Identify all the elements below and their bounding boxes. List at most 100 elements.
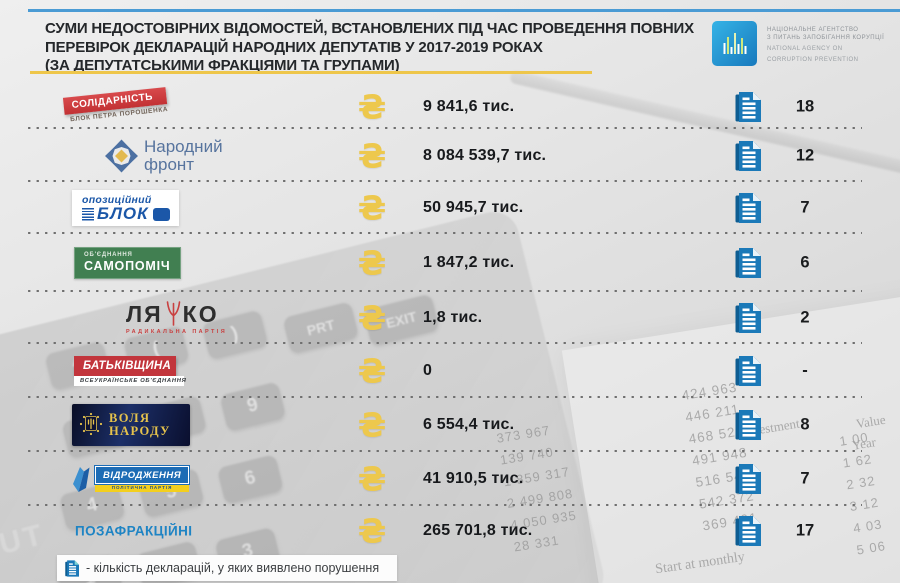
header-accent-line [28,9,900,12]
row-separator [28,504,862,506]
amount-value: 265 701,8 тис. [423,522,533,539]
declaration-document-icon [735,516,761,546]
title-line-3: (ЗА ДЕПУТАТСЬКИМИ ФРАКЦІЯМИ ТА ГРУПАМИ) [45,57,400,74]
declarations-count: 7 [800,198,810,217]
party-subtitle: РАДИКАЛЬНА ПАРТІЯ [126,329,228,335]
row-separator [28,232,862,234]
table-row-solidarnist: СОЛІДАРНІСТЬ БЛОК ПЕТРА ПОРОШЕНКА ₴ 9 84… [0,84,900,129]
hryvnia-symbol: ₴ [357,351,387,391]
declaration-document-icon [735,193,761,223]
party-name: САМОПОМІЧ [84,259,171,273]
declarations-count: 7 [800,469,810,488]
hryvnia-symbol: ₴ [357,405,387,445]
row-separator [28,396,862,398]
legend-text: - кількість декларацій, у яких виявлено … [86,561,380,575]
amount-value: 6 554,4 тис. [423,416,515,433]
table-row-batkivshchyna: БАТЬКІВЩИНА ВСЕУКРАЇНСЬКЕ ОБ'ЄДНАННЯ ₴ 0… [0,344,900,398]
declaration-document-icon [735,410,761,440]
declarations-count: 17 [795,521,815,540]
row-separator [28,290,862,292]
amount-value: 1,8 тис. [423,309,483,326]
row-separator [28,180,862,182]
legend-document-icon [65,559,79,577]
party-logo-liashko: ЛЯ КО РАДИКАЛЬНА ПАРТІЯ [126,301,227,335]
declarations-count: - [802,361,808,380]
volia-narodu-emblem-icon [79,412,103,436]
party-name: ПОЗАФРАКЦІЙНІ [75,523,193,539]
declarations-count: 18 [795,97,815,115]
declaration-document-icon [735,303,761,333]
table-row-samopomich: ОБ'ЄДНАННЯ САМОПОМІЧ ₴ 1 847,2 тис. 6 [0,234,900,292]
page-title: СУМИ НЕДОСТОВІРНИХ ВІДОМОСТЕЙ, ВСТАНОВЛЕ… [45,20,725,76]
narodnyi-front-emblem-icon [105,139,138,172]
table-row-liashko: ЛЯ КО РАДИКАЛЬНА ПАРТІЯ ₴ 1,8 тис. 2 [0,292,900,344]
party-logo-solidarnist: СОЛІДАРНІСТЬ БЛОК ПЕТРА ПОРОШЕНКА [62,86,169,124]
hryvnia-symbol: ₴ [357,87,387,126]
party-name-line2: БЛОК [97,204,149,223]
declaration-document-icon [735,464,761,494]
amount-value: 9 841,6 тис. [423,97,515,115]
hryvnia-symbol: ₴ [357,298,387,338]
table-row-pozafraktsiini: ПОЗАФРАКЦІЙНІ ₴ 265 701,8 тис. 17 [0,506,900,556]
declarations-count: 8 [800,415,810,434]
party-name-line2: фронт [144,154,195,174]
nacp-logo-block: НАЦІОНАЛЬНЕ АГЕНТСТВО З ПИТАНЬ ЗАПОБІГАН… [712,21,884,66]
amount-value: 8 084 539,7 тис. [423,146,547,164]
declarations-count: 6 [800,253,810,272]
declaration-document-icon [735,248,761,278]
table-row-opozytsiinyi-blok: опозиційний БЛОК ₴ 50 945,7 тис. 7 [0,182,900,234]
party-subtitle: ПОЛІТИЧНА ПАРТІЯ [95,484,190,492]
party-logo-vidrodzhennia: ВІДРОДЖЕННЯ ПОЛІТИЧНА ПАРТІЯ [70,465,191,493]
hryvnia-symbol: ₴ [357,188,387,228]
party-name-line1: Народний [144,136,223,156]
nacp-name-en-2: CORRUPTION PREVENTION [767,57,859,63]
party-logo-batkivshchyna: БАТЬКІВЩИНА ВСЕУКРАЇНСЬКЕ ОБ'ЄДНАННЯ [74,356,186,386]
hryvnia-symbol: ₴ [357,243,387,283]
title-line-1: СУМИ НЕДОСТОВІРНИХ ВІДОМОСТЕЙ, ВСТАНОВЛЕ… [45,20,694,37]
title-line-2: ПЕРЕВІРОК ДЕКЛАРАЦІЙ НАРОДНИХ ДЕПУТАТІВ … [45,38,543,56]
party-subtitle: ВСЕУКРАЇНСЬКЕ ОБ'ЄДНАННЯ [74,376,186,386]
party-logo-narodnyi-front: Народний фронт [144,136,223,174]
hatch-block-icon [82,207,94,221]
solid-block-icon [152,207,170,221]
amount-value: 1 847,2 тис. [423,254,515,271]
amount-value: 41 910,5 тис. [423,470,524,487]
party-logo-samopomich: ОБ'ЄДНАННЯ САМОПОМІЧ [74,247,182,279]
declarations-count: 2 [800,308,810,327]
party-logo-volia-narodu: ВОЛЯ НАРОДУ [72,404,190,446]
row-separator [28,342,862,344]
party-subtitle: ОБ'ЄДНАННЯ [84,252,133,258]
party-name-line1: ВОЛЯ [109,410,151,425]
title-underline [30,71,592,74]
hryvnia-symbol: ₴ [357,459,387,499]
row-separator [28,450,862,452]
vidrodzhennia-flag-icon [73,467,90,492]
table-row-narodnyi-front: Народний фронт ₴ 8 084 539,7 тис. 12 [0,129,900,182]
nacp-name-ua-1: НАЦІОНАЛЬНЕ АГЕНТСТВО [767,27,859,33]
amount-value: 0 [423,362,433,379]
declarations-count: 12 [795,146,815,164]
declaration-document-icon [735,356,761,386]
party-name-line2: НАРОДУ [109,424,171,438]
amount-value: 50 945,7 тис. [423,199,524,216]
party-name-right: КО [182,301,219,327]
party-logo-opozytsiinyi-blok: опозиційний БЛОК [72,190,179,226]
nacp-equalizer-logo-icon [712,21,757,66]
party-name: БАТЬКІВЩИНА [74,356,176,376]
row-separator [28,127,862,129]
red-trident-icon [165,301,182,326]
nacp-name-ua-2: З ПИТАНЬ ЗАПОБІГАННЯ КОРУПЦІЇ [767,35,885,41]
table-row-vidrodzhennia: ВІДРОДЖЕННЯ ПОЛІТИЧНА ПАРТІЯ ₴ 41 910,5 … [0,452,900,506]
legend-box: - кількість декларацій, у яких виявлено … [57,555,397,581]
party-name: ВІДРОДЖЕННЯ [93,465,191,485]
party-name-line1: опозиційний [82,194,152,206]
party-name-left: ЛЯ [126,301,163,327]
nacp-agency-name: НАЦІОНАЛЬНЕ АГЕНТСТВО З ПИТАНЬ ЗАПОБІГАН… [767,26,884,66]
hryvnia-symbol: ₴ [357,136,387,175]
hryvnia-symbol: ₴ [357,511,387,551]
declaration-document-icon [735,140,761,171]
party-name: ВОЛЯ НАРОДУ [109,410,171,439]
declaration-document-icon [735,91,761,122]
table-row-volia-narodu: ВОЛЯ НАРОДУ ₴ 6 554,4 тис. 8 [0,398,900,452]
